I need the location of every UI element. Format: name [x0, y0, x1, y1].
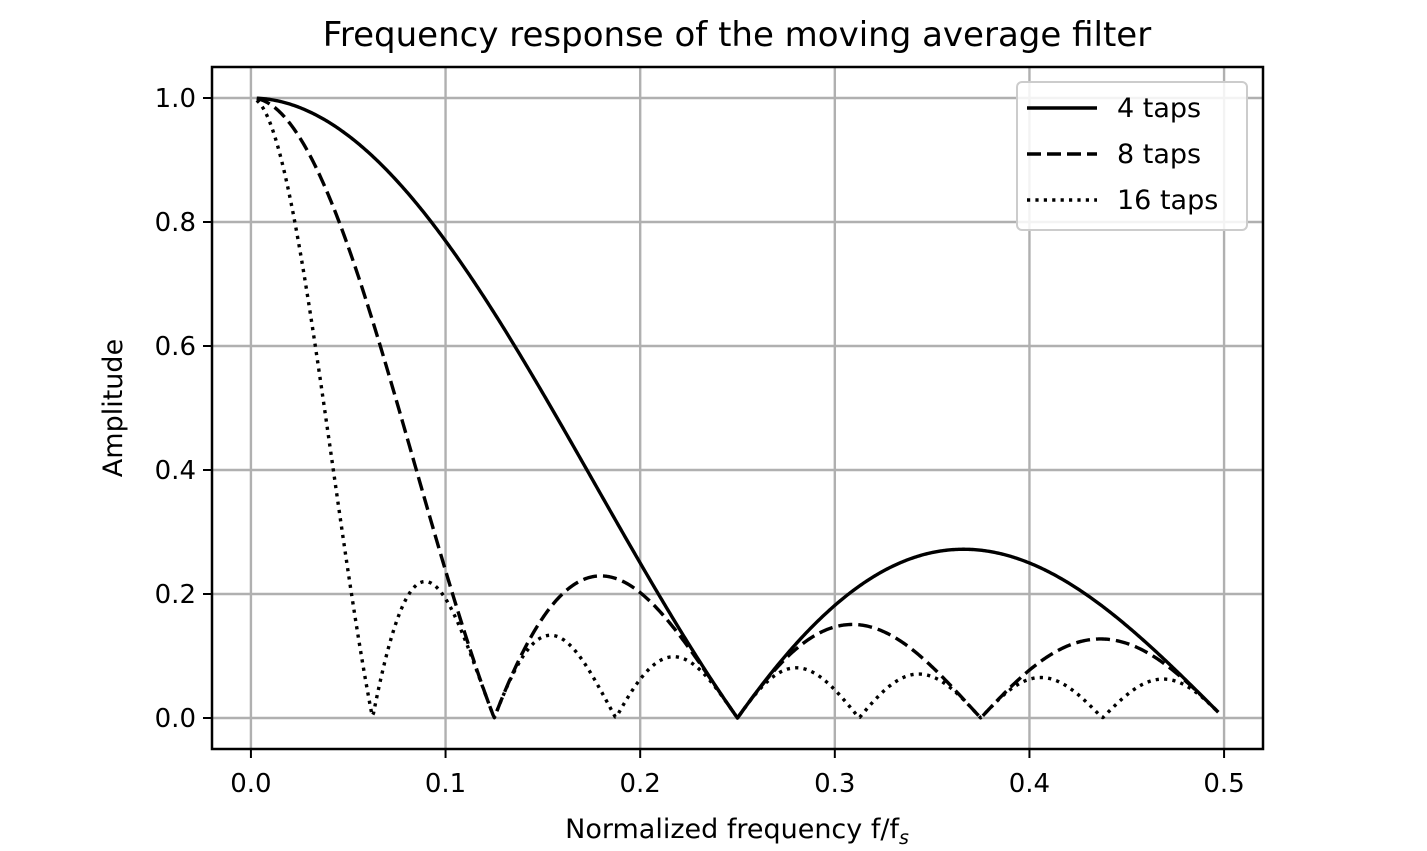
series-line-8-taps: [256, 96, 1220, 720]
y-tick-label: 0.8: [155, 208, 196, 238]
x-axis: 0.0 0.1 0.2 0.3 0.4 0.5: [230, 749, 1245, 799]
legend-label-16-taps: 16 taps: [1117, 185, 1218, 216]
y-tick-label: 0.6: [155, 332, 196, 362]
x-axis-label-main: Normalized frequency f/f: [565, 814, 900, 845]
y-tick-label: 0.2: [155, 580, 196, 610]
legend-label-8-taps: 8 taps: [1117, 139, 1201, 170]
chart-title: Frequency response of the moving average…: [323, 15, 1151, 55]
y-axis-label: Amplitude: [98, 339, 129, 477]
x-tick-label: 0.3: [814, 769, 855, 799]
legend: 4 taps 8 taps 16 taps: [1016, 81, 1248, 231]
x-axis-label: Normalized frequency f/fs: [565, 814, 909, 849]
x-axis-label-subscript: s: [899, 827, 909, 849]
x-tick-label: 0.1: [425, 769, 466, 799]
y-tick-label: 0.4: [155, 456, 196, 486]
series-layer: [255, 96, 1220, 720]
y-tick-label: 0.0: [155, 704, 196, 734]
x-tick-label: 0.0: [230, 769, 271, 799]
plot-area: [210, 65, 1265, 751]
series-line-16-taps: [255, 99, 1220, 720]
legend-frame: [1016, 81, 1248, 231]
x-tick-label: 0.4: [1009, 769, 1050, 799]
y-axis: 0.0 0.2 0.4 0.6 0.8 1.0: [155, 84, 212, 734]
x-tick-label: 0.2: [620, 769, 661, 799]
legend-label-4-taps: 4 taps: [1117, 93, 1201, 124]
y-tick-label: 1.0: [155, 84, 196, 114]
x-tick-label: 0.5: [1203, 769, 1244, 799]
